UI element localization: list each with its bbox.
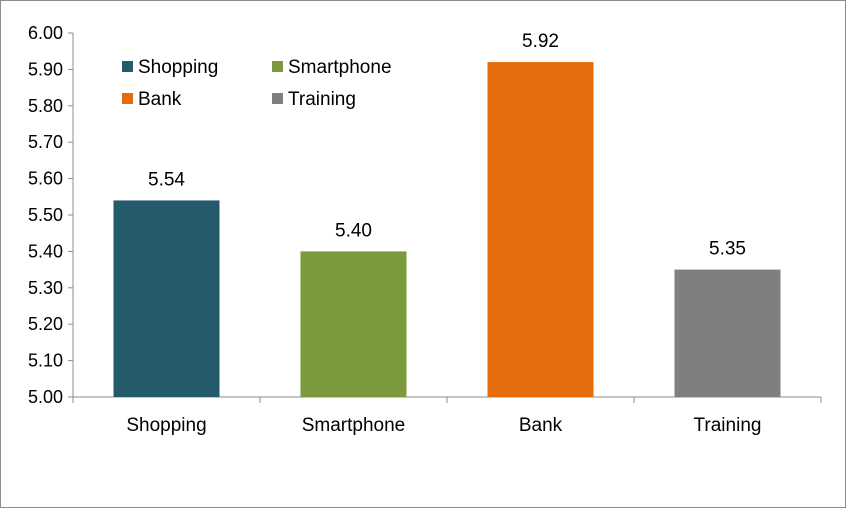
- y-axis: 5.00 5.10 5.20 5.30 5.40 5.50 5.60 5.70 5.80 5.90…: [28, 23, 74, 407]
- y-tick-label: 5.60: [28, 169, 63, 189]
- legend-label: Bank: [138, 89, 182, 110]
- data-label-smartphone: 5.40: [335, 220, 372, 241]
- data-labels: 5.54 5.40 5.92 5.35: [148, 31, 746, 259]
- y-tick-label: 5.90: [28, 59, 63, 79]
- legend-label: Smartphone: [288, 57, 392, 78]
- y-tick-label: 5.80: [28, 96, 63, 116]
- legend: Shopping Smartphone Bank Training: [122, 57, 392, 110]
- y-tick-label: 5.20: [28, 314, 63, 334]
- y-tick-label: 5.00: [28, 387, 63, 407]
- bars: [113, 62, 781, 398]
- legend-swatch: [122, 93, 133, 104]
- data-label-bank: 5.92: [522, 31, 559, 52]
- y-tick-label: 5.50: [28, 205, 63, 225]
- x-tick-label-smartphone: Smartphone: [302, 415, 406, 436]
- legend-item-bank: Bank: [122, 89, 182, 110]
- bar-bank: [487, 62, 594, 398]
- y-tick-label: 5.30: [28, 278, 63, 298]
- legend-swatch: [122, 61, 133, 72]
- legend-label: Shopping: [138, 57, 218, 78]
- legend-item-training: Training: [272, 89, 356, 110]
- legend-label: Training: [288, 89, 356, 110]
- legend-swatch: [272, 61, 283, 72]
- y-tick-label: 6.00: [28, 23, 63, 43]
- x-axis: Shopping Smartphone Bank Training: [72, 396, 822, 436]
- y-tick-label: 5.40: [28, 241, 63, 261]
- x-tick-label-bank: Bank: [519, 415, 563, 436]
- y-tick-label: 5.70: [28, 132, 63, 152]
- bar-training: [674, 269, 781, 397]
- legend-item-shopping: Shopping: [122, 57, 218, 78]
- x-tick-label-training: Training: [694, 415, 762, 436]
- bar-smartphone: [300, 251, 407, 397]
- legend-item-smartphone: Smartphone: [272, 57, 392, 78]
- legend-swatch: [272, 93, 283, 104]
- x-tick-label-shopping: Shopping: [126, 415, 206, 436]
- bar-shopping: [113, 200, 220, 397]
- y-tick-label: 5.10: [28, 351, 63, 371]
- data-label-shopping: 5.54: [148, 169, 185, 190]
- data-label-training: 5.35: [709, 239, 746, 260]
